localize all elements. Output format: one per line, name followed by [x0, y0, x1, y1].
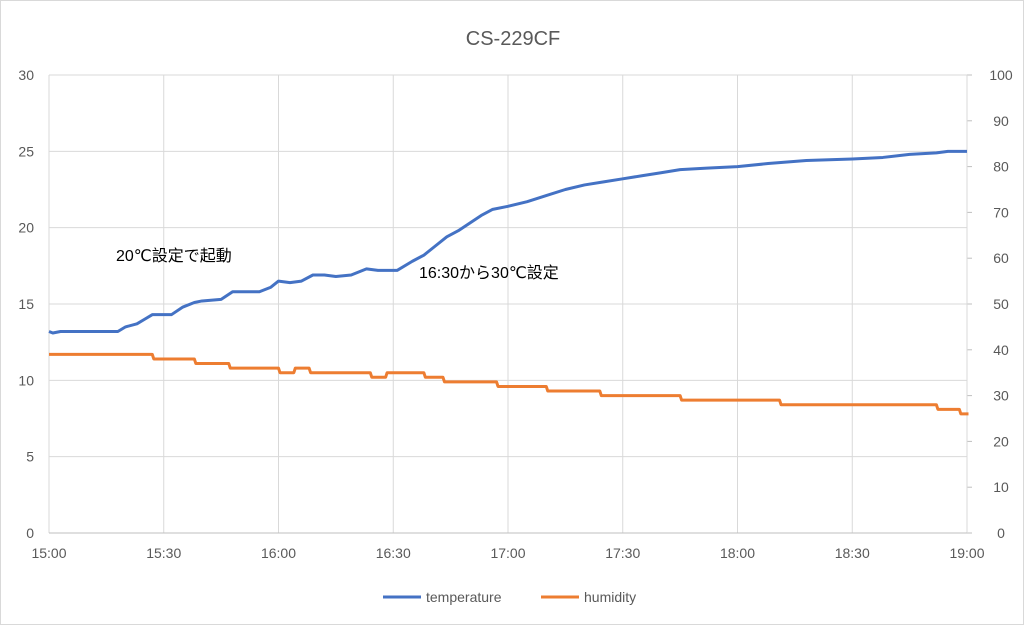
- y-right-tick-label: 80: [993, 159, 1009, 175]
- y-right-tick-label: 90: [993, 113, 1009, 129]
- y-right-tick-label: 50: [993, 296, 1009, 312]
- y-right-tick-label: 60: [993, 250, 1009, 266]
- y-left-tick-label: 25: [18, 143, 34, 159]
- x-tick-label: 15:30: [146, 545, 181, 561]
- temperature-series-line: [48, 149, 967, 335]
- x-tick-label: 15:00: [31, 545, 66, 561]
- annotation-30c: 16:30から30℃設定: [419, 264, 559, 282]
- x-tick-label: 18:00: [720, 545, 755, 561]
- x-tick-label: 19:00: [949, 545, 984, 561]
- y-left-tick-label: 30: [18, 67, 34, 83]
- y-left-tick-label: 10: [18, 372, 34, 388]
- y-right-tick-label: 10: [993, 479, 1009, 495]
- y-right-tick-label: 40: [993, 342, 1009, 358]
- y-left-tick-label: 20: [18, 220, 34, 236]
- y-left-tick-label: 15: [18, 296, 34, 312]
- chart-title: CS-229CF: [466, 28, 560, 50]
- y-right-tick-label: 30: [993, 388, 1009, 404]
- x-tick-label: 16:30: [376, 545, 411, 561]
- legend-temperature-label: temperature: [426, 589, 502, 605]
- y-right-tick-label: 100: [989, 67, 1013, 83]
- humidity-series-line: [49, 352, 969, 416]
- x-tick-label: 17:00: [490, 545, 525, 561]
- y-left-tick-label: 5: [26, 449, 34, 465]
- legend: temperature humidity: [383, 589, 636, 605]
- x-tick-label: 18:30: [835, 545, 870, 561]
- y-right-tick-label: 0: [997, 525, 1005, 541]
- legend-humidity-label: humidity: [584, 589, 636, 605]
- x-tick-label: 16:00: [261, 545, 296, 561]
- annotation-start: 20℃設定で起動: [116, 247, 232, 265]
- y-left-tick-label: 0: [26, 525, 34, 541]
- y-right-tick-label: 70: [993, 204, 1009, 220]
- y-right-tick-label: 20: [993, 433, 1009, 449]
- x-tick-label: 17:30: [605, 545, 640, 561]
